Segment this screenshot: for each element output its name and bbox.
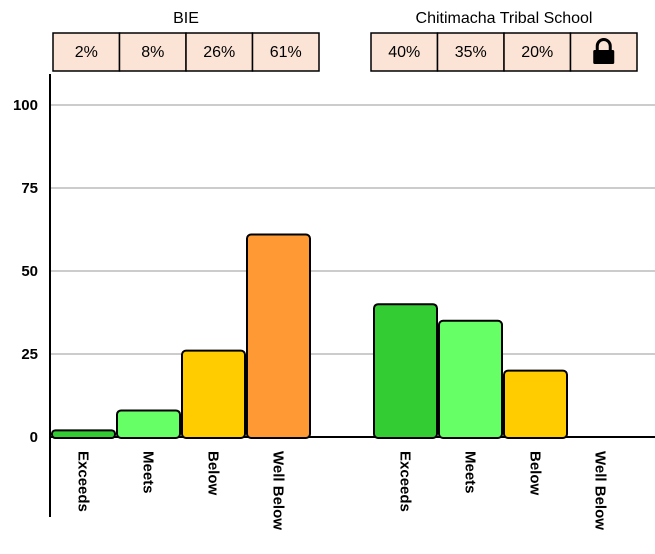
bar-meets xyxy=(116,409,181,440)
y-tick-label: 100 xyxy=(13,97,38,114)
table-cell xyxy=(436,32,505,72)
bar-well-below xyxy=(246,233,311,439)
table-cell xyxy=(370,32,439,72)
table-cell xyxy=(503,32,572,72)
x-category-label: Well Below xyxy=(270,451,287,530)
y-tick-label: 0 xyxy=(30,429,38,446)
y-tick-label: 50 xyxy=(21,263,38,280)
percent-label: 8% xyxy=(141,44,164,61)
x-category-label: Well Below xyxy=(592,451,609,530)
x-category-label: Below xyxy=(205,451,222,496)
percent-label: 61% xyxy=(270,44,302,61)
percent-label: 20% xyxy=(521,44,553,61)
percent-label: 35% xyxy=(455,44,487,61)
x-category-label: Below xyxy=(527,451,544,496)
bar-exceeds xyxy=(51,429,116,439)
grid-lines xyxy=(50,104,655,355)
bar-meets xyxy=(438,319,503,439)
percent-label: 26% xyxy=(203,44,235,61)
y-tick-label: 25 xyxy=(21,346,38,363)
x-category-label: Meets xyxy=(140,451,157,494)
y-tick-label: 75 xyxy=(21,180,38,197)
group-title: BIE xyxy=(173,10,199,27)
group-title: Chitimacha Tribal School xyxy=(416,10,593,27)
table-cell xyxy=(251,32,320,72)
bar-exceeds xyxy=(373,303,438,440)
y-axis-ticks: 0 25 50 75 100 xyxy=(13,97,38,446)
percent-label: 2% xyxy=(75,44,98,61)
table-cell xyxy=(52,32,121,72)
percent-label: 40% xyxy=(388,44,420,61)
bar-below xyxy=(503,369,568,440)
x-category-label: Exceeds xyxy=(397,451,414,512)
bar-below xyxy=(181,349,246,439)
x-category-label: Exceeds xyxy=(75,451,92,512)
x-axis-labels: Exceeds Meets Below Well Below Exceeds Meets B… xyxy=(75,451,609,530)
lock-icon xyxy=(593,38,615,64)
x-category-label: Meets xyxy=(462,451,479,494)
percent-tables: 2% 8% 26% 61% 40% 35% 20% xyxy=(52,32,638,72)
bars xyxy=(51,233,568,440)
group-titles: BIE Chitimacha Tribal School xyxy=(173,10,592,27)
